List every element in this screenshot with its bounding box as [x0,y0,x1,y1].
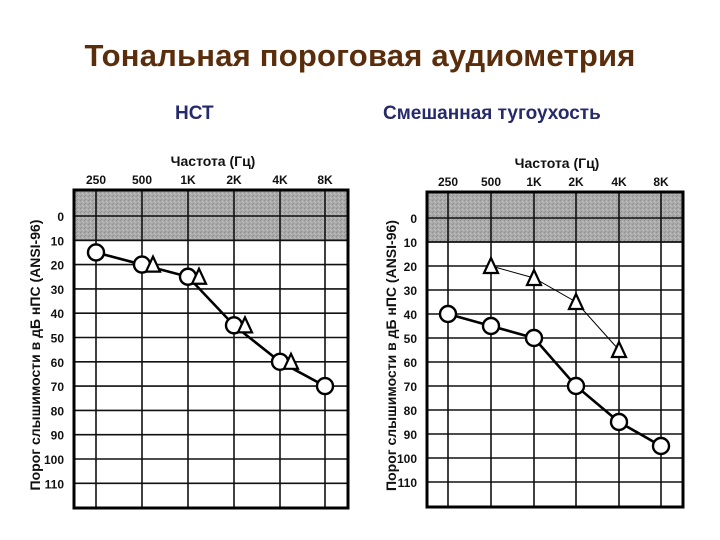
x-tick-label: 1K [180,173,196,187]
circle-marker [481,316,501,336]
y-tick-label: 80 [51,404,65,418]
y-tick-label: 100 [397,452,417,466]
plot-frame [425,190,685,509]
right-audiogram: 0 10 20 30 40 50 60 70 80 90 100 110 250 500 1K 2K 4K 8K Ч… [383,155,685,509]
x-tick-label: 500 [132,173,152,187]
y-tick-label: 0 [410,212,417,226]
triangle-marker [236,314,254,334]
triangle-marker [567,291,585,311]
y-tick-label: 110 [45,477,65,491]
triangle-marker [482,255,500,275]
y-tick-label: 50 [404,332,418,346]
normal-hearing-band [427,192,683,242]
right-chart-subtitle: Смешанная тугоухость [383,103,601,124]
y-tick-label: 40 [51,307,65,321]
circle-marker [566,376,586,396]
y-tick-label: 90 [51,429,65,443]
x-axis-label: Частота (Гц) [171,153,256,169]
y-tick-label: 100 [44,453,64,467]
circle-marker [651,436,671,456]
y-tick-label: 60 [404,356,418,370]
y-tick-label: 20 [51,259,65,273]
y-tick-label: 10 [51,234,65,248]
x-tick-label: 4K [272,173,288,187]
circle-marker [438,304,458,324]
y-tick-label: 30 [51,283,65,297]
y-tick-label: 40 [404,308,418,322]
y-axis-label: Порог слышимости в дБ нПС (ANSI-96) [27,220,43,491]
x-tick-label: 8K [653,175,669,189]
triangle-marker [610,339,628,359]
y-tick-label: 80 [404,404,418,418]
x-tick-label: 250 [86,173,106,187]
y-tick-label: 70 [404,380,418,394]
y-tick-label: 70 [51,380,65,394]
normal-hearing-band [74,190,348,241]
y-tick-label: 90 [404,428,418,442]
y-axis-label: Порог слышимости в дБ нПС (ANSI-96) [383,220,399,491]
x-tick-label: 2K [226,173,242,187]
circle-marker [524,328,544,348]
y-tick-label: 30 [404,284,418,298]
y-tick-label: 60 [51,356,65,370]
x-tick-label: 500 [481,175,501,189]
y-tick-label: 50 [51,332,65,346]
triangle-marker [282,351,300,370]
x-tick-label: 4K [611,175,627,189]
left-chart-subtitle: НСТ [175,103,214,124]
x-tick-label: 1K [526,175,542,189]
circle-marker [315,376,335,396]
triangle-marker [190,266,208,285]
x-tick-label: 2K [568,175,584,189]
circle-marker [609,412,629,432]
x-tick-label: 8K [317,173,333,187]
x-axis-label: Частота (Гц) [515,155,600,171]
triangle-marker [144,253,162,273]
plot-frame [72,188,350,510]
y-tick-label: 10 [404,236,418,250]
left-audiogram: 0 10 20 30 40 50 60 70 80 90 100 110 250 500 1K 2K 4K 8K Ч… [27,153,350,510]
circle-marker [86,243,106,262]
air-conduction-line [447,312,662,448]
slide-title: Тональная пороговая аудиометрия [84,38,636,73]
triangle-marker [525,267,543,287]
y-tick-label: 110 [398,476,418,490]
bone-conduction-line [490,265,620,351]
y-tick-label: 20 [404,260,418,274]
x-tick-label: 250 [438,175,458,189]
y-tick-label: 0 [57,210,64,224]
